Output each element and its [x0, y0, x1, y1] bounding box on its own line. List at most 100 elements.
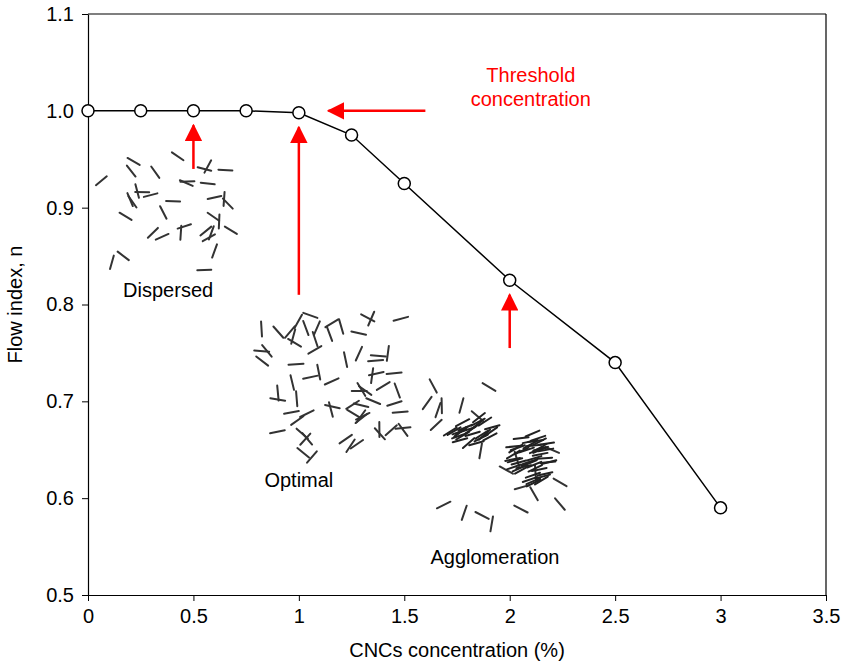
rod: [520, 448, 534, 453]
x-axis-tick-mark: [88, 595, 89, 601]
annotation: Dispersed: [123, 279, 213, 301]
rod: [356, 414, 368, 423]
rod: [208, 196, 222, 199]
y-axis-tick-mark: [82, 498, 88, 499]
rod: [347, 410, 360, 418]
rod: [513, 465, 527, 471]
rod: [387, 373, 402, 374]
rod: [459, 398, 463, 412]
rod: [514, 506, 527, 513]
x-axis-tick: 3: [716, 595, 727, 627]
point[interactable]: [609, 357, 621, 369]
rod: [270, 430, 285, 433]
rod: [431, 420, 442, 430]
point[interactable]: [398, 177, 410, 189]
y-axis-tick: 0.9: [46, 197, 88, 219]
rod: [208, 213, 220, 221]
rod: [308, 346, 321, 354]
rod: [475, 435, 488, 442]
y-axis-tick: 0.5: [46, 584, 88, 606]
rod: [375, 428, 385, 439]
rod: [172, 152, 184, 160]
y-axis-tick-mark: [82, 305, 88, 306]
y-axis-tick-label: 0.9: [46, 197, 74, 219]
point[interactable]: [82, 105, 94, 117]
rod: [441, 398, 443, 413]
rod: [225, 227, 237, 234]
rod: [180, 180, 194, 183]
y-axis-title: Flow index, n: [4, 246, 26, 364]
x-axis-tick-label: 0.5: [180, 605, 208, 627]
rod: [395, 383, 400, 397]
rod: [284, 411, 299, 414]
rod: [296, 391, 297, 406]
x-axis-tick-label: 0: [83, 605, 94, 627]
rod: [437, 502, 450, 509]
annotation: Thresholdconcentration: [471, 64, 591, 110]
rod: [212, 244, 217, 257]
rod: [344, 352, 347, 367]
point[interactable]: [715, 502, 727, 514]
rod: [532, 468, 547, 471]
rod: [537, 458, 552, 459]
rod: [352, 390, 367, 392]
rod: [505, 458, 520, 461]
point[interactable]: [240, 105, 252, 117]
x-axis-line: [89, 595, 827, 596]
point[interactable]: [293, 107, 305, 119]
rod: [399, 424, 408, 436]
rod: [483, 383, 496, 391]
rod: [262, 345, 272, 357]
rod: [356, 347, 362, 361]
rod: [533, 447, 547, 452]
rod: [313, 332, 318, 346]
rod: [110, 256, 114, 269]
rod: [485, 425, 499, 429]
rod: [197, 269, 211, 271]
rod: [351, 331, 366, 334]
x-axis-tick-label: 1: [294, 605, 305, 627]
x-axis-tick: 0.5: [180, 595, 208, 627]
rod: [160, 206, 166, 218]
point[interactable]: [346, 129, 358, 141]
rod: [166, 200, 180, 202]
x-axis-tick-label: 3.5: [813, 605, 841, 627]
rod: [201, 183, 215, 185]
rod: [128, 158, 140, 165]
rod: [156, 234, 169, 240]
rod: [366, 398, 380, 404]
rod: [523, 460, 537, 464]
rod: [479, 443, 482, 458]
arrow: [192, 125, 195, 169]
frame-right: [825, 14, 826, 595]
arrow: [298, 127, 301, 295]
x-axis-tick-mark: [721, 595, 722, 601]
point[interactable]: [135, 105, 147, 117]
rod: [198, 167, 212, 170]
rod: [368, 360, 383, 361]
rod: [346, 439, 354, 451]
rod: [453, 438, 467, 442]
rod: [369, 372, 384, 375]
rod: [128, 196, 136, 207]
x-axis-tick: 2.5: [602, 595, 630, 627]
x-axis-tick-mark: [404, 595, 405, 601]
x-axis-tick-mark: [615, 595, 616, 601]
rod: [511, 445, 525, 450]
rod: [554, 479, 567, 487]
point[interactable]: [504, 274, 516, 286]
x-axis-title: CNCs concentration (%): [349, 639, 565, 661]
rod: [273, 326, 283, 337]
rod: [533, 453, 548, 456]
y-axis-tick-label: 0.5: [46, 584, 74, 606]
rod: [444, 428, 457, 436]
point[interactable]: [187, 105, 199, 117]
chart: 00.511.522.533.50.50.60.70.80.91.01.1Thr…: [0, 0, 854, 671]
x-axis-tick-label: 2: [505, 605, 516, 627]
rod: [204, 160, 211, 172]
y-axis-tick-label: 0.8: [46, 293, 74, 315]
rod: [469, 441, 483, 445]
rod: [218, 169, 232, 172]
rod: [96, 176, 107, 185]
rod: [224, 192, 225, 206]
